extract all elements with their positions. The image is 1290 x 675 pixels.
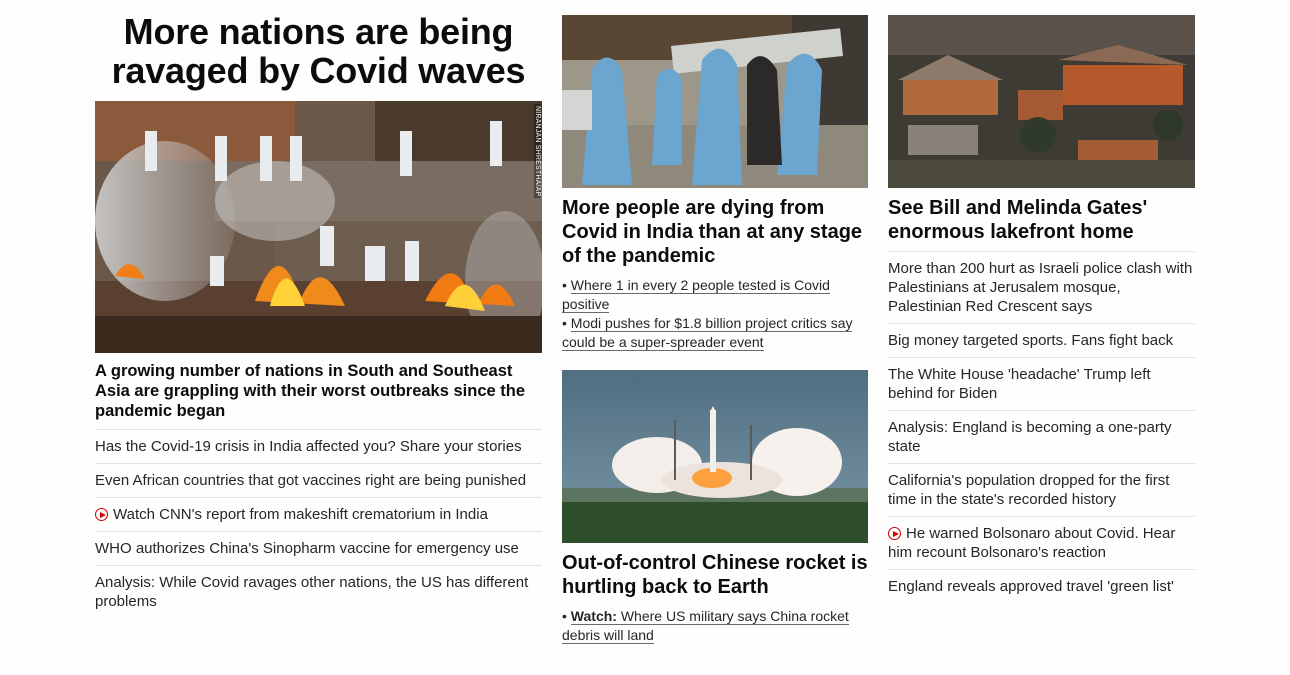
right-headlines-list: More than 200 hurt as Israeli police cla… <box>888 251 1195 603</box>
middle-column: More people are dying from Covid in Indi… <box>562 0 868 644</box>
bullet-item: • Where 1 in every 2 people tested is Co… <box>562 277 830 313</box>
list-item-text[interactable]: The White House 'headache' Trump left be… <box>888 366 1151 402</box>
list-item[interactable]: California's population dropped for the … <box>888 463 1195 516</box>
list-item[interactable]: Watch CNN's report from makeshift cremat… <box>95 497 542 531</box>
list-item[interactable]: Analysis: While Covid ravages other nati… <box>95 565 542 618</box>
list-item-text[interactable]: California's population dropped for the … <box>888 472 1170 508</box>
rocket-bullets: • Watch: Where US military says China ro… <box>562 607 868 645</box>
list-item-text[interactable]: Has the Covid-19 crisis in India affecte… <box>95 438 522 455</box>
list-item[interactable]: Has the Covid-19 crisis in India affecte… <box>95 429 542 463</box>
list-item-text[interactable]: Watch CNN's report from makeshift cremat… <box>113 506 488 523</box>
bullet-link[interactable]: Where 1 in every 2 people tested is Covi… <box>562 277 830 313</box>
bullet-item: • Watch: Where US military says China ro… <box>562 608 849 644</box>
list-item[interactable]: The White House 'headache' Trump left be… <box>888 357 1195 410</box>
list-item-text[interactable]: WHO authorizes China's Sinopharm vaccine… <box>95 540 519 557</box>
list-item[interactable]: WHO authorizes China's Sinopharm vaccine… <box>95 531 542 565</box>
india-headline[interactable]: More people are dying from Covid in Indi… <box>562 197 863 267</box>
gates-home-photo[interactable] <box>888 15 1195 188</box>
lead-column: More nations are being ravaged by Covid … <box>95 0 542 618</box>
rocket-card: Out-of-control Chinese rocket is hurtlin… <box>562 370 868 645</box>
rocket-launch-photo[interactable] <box>562 370 868 543</box>
list-item-text[interactable]: More than 200 hurt as Israeli police cla… <box>888 260 1193 315</box>
play-video-icon <box>95 508 108 521</box>
bullet-text: Where US military says China rocket debr… <box>562 608 849 643</box>
list-item-text[interactable]: Even African countries that got vaccines… <box>95 472 527 489</box>
watch-label: Watch: <box>570 608 617 624</box>
list-item-text[interactable]: Analysis: While Covid ravages other nati… <box>95 574 529 610</box>
list-item-text[interactable]: Big money targeted sports. Fans fight ba… <box>888 332 1174 349</box>
list-item[interactable]: More than 200 hurt as Israeli police cla… <box>888 251 1195 323</box>
right-column: See Bill and Melinda Gates' enormous lak… <box>888 0 1195 603</box>
rocket-headline[interactable]: Out-of-control Chinese rocket is hurtlin… <box>562 552 868 598</box>
list-item[interactable]: Even African countries that got vaccines… <box>95 463 542 497</box>
list-item-text[interactable]: Analysis: England is becoming a one-part… <box>888 419 1172 455</box>
lead-related-list: Has the Covid-19 crisis in India affecte… <box>95 429 542 618</box>
list-item[interactable]: Big money targeted sports. Fans fight ba… <box>888 323 1195 357</box>
bullet-item: • Modi pushes for $1.8 billion project c… <box>562 315 853 351</box>
crematorium-photo[interactable] <box>95 101 542 353</box>
play-video-icon <box>888 527 901 540</box>
lead-title[interactable]: More nations are being ravaged by Covid … <box>111 11 526 91</box>
list-item[interactable]: England reveals approved travel 'green l… <box>888 569 1195 603</box>
bullet-link[interactable]: Watch: Where US military says China rock… <box>562 608 849 644</box>
lead-description[interactable]: A growing number of nations in South and… <box>95 362 526 420</box>
gates-headline[interactable]: See Bill and Melinda Gates' enormous lak… <box>888 197 1148 243</box>
india-coffin-photo[interactable] <box>562 15 868 188</box>
bullet-link[interactable]: Modi pushes for $1.8 billion project cri… <box>562 315 853 351</box>
photo-credit: NIRANJAN SHRESTHA/AP <box>534 104 541 199</box>
india-bullets: • Where 1 in every 2 people tested is Co… <box>562 276 868 352</box>
list-item[interactable]: He warned Bolsonaro about Covid. Hear hi… <box>888 516 1195 569</box>
list-item-text[interactable]: He warned Bolsonaro about Covid. Hear hi… <box>888 525 1176 561</box>
list-item[interactable]: Analysis: England is becoming a one-part… <box>888 410 1195 463</box>
list-item-text[interactable]: England reveals approved travel 'green l… <box>888 578 1174 595</box>
